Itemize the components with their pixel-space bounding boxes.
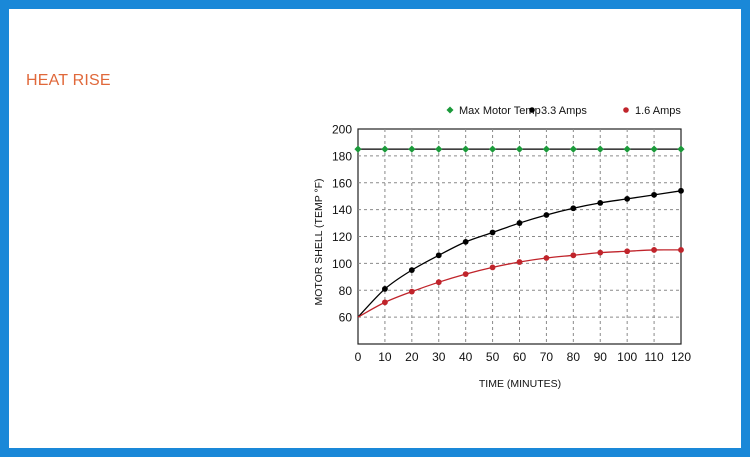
x-tick-label: 40 xyxy=(459,350,473,364)
data-point xyxy=(435,252,442,259)
x-tick-label: 0 xyxy=(355,350,362,364)
x-tick-label: 60 xyxy=(513,350,527,364)
data-point xyxy=(489,264,496,271)
y-tick-label: 60 xyxy=(339,311,353,325)
chart-legend: Max Motor Temp 3.3 Amps 1.6 Amps xyxy=(446,105,681,117)
data-point xyxy=(408,145,416,153)
legend-label: Max Motor Temp xyxy=(459,105,541,117)
data-point xyxy=(382,299,388,306)
x-tick-label: 100 xyxy=(617,350,637,364)
series-3-3-amps xyxy=(357,187,684,318)
x-tick-label: 10 xyxy=(378,350,392,364)
y-tick-label: 200 xyxy=(332,123,352,137)
legend-marker xyxy=(446,106,454,114)
series-max-motor-temp xyxy=(354,145,685,153)
x-tick-labels: 0 10 20 30 40 50 60 70 80 90 100 110 120 xyxy=(355,350,692,364)
data-point xyxy=(462,271,469,278)
data-point xyxy=(408,288,415,295)
y-tick-labels: 60 80 100 120 140 160 180 200 xyxy=(332,123,352,325)
data-point xyxy=(597,249,604,256)
legend-marker xyxy=(623,107,629,113)
legend-marker xyxy=(529,107,535,113)
data-point xyxy=(650,145,658,153)
data-point xyxy=(435,145,443,153)
data-point xyxy=(515,145,524,153)
section-title: HEAT RISE xyxy=(26,72,111,89)
data-point xyxy=(489,229,496,236)
data-point xyxy=(677,145,685,153)
data-point xyxy=(623,145,631,153)
data-point xyxy=(678,187,684,194)
y-tick-label: 160 xyxy=(332,176,352,190)
data-point xyxy=(570,252,577,259)
x-tick-label: 90 xyxy=(594,350,608,364)
data-point xyxy=(596,145,604,153)
data-point xyxy=(516,220,523,226)
data-point xyxy=(408,267,415,273)
data-point xyxy=(543,255,550,261)
data-point xyxy=(354,145,362,153)
x-axis-label: TIME (MINUTES) xyxy=(479,378,561,390)
y-axis-label: MOTOR SHELL (TEMP °F) xyxy=(313,178,325,305)
y-tick-label: 80 xyxy=(339,284,353,298)
data-point xyxy=(651,247,657,253)
data-point xyxy=(543,212,550,218)
data-point xyxy=(570,205,577,212)
plot-area xyxy=(357,128,682,345)
data-point xyxy=(381,145,389,153)
x-tick-label: 110 xyxy=(645,350,664,364)
series-1-6-amps xyxy=(357,247,684,318)
data-point xyxy=(382,286,388,292)
data-point xyxy=(435,279,442,286)
x-tick-label: 30 xyxy=(432,350,446,364)
y-tick-label: 140 xyxy=(332,203,352,217)
x-tick-label: 80 xyxy=(567,350,581,364)
data-point xyxy=(462,238,469,245)
y-tick-label: 100 xyxy=(332,257,352,271)
x-tick-label: 70 xyxy=(540,350,554,364)
data-point xyxy=(569,145,577,153)
data-point xyxy=(488,145,497,153)
x-tick-label: 120 xyxy=(671,350,691,364)
x-tick-label: 50 xyxy=(486,350,500,364)
legend-label: 1.6 Amps xyxy=(635,105,681,117)
data-point xyxy=(624,248,631,255)
y-tick-label: 120 xyxy=(332,230,352,244)
data-point xyxy=(516,259,523,265)
data-point xyxy=(678,247,684,253)
y-tick-label: 180 xyxy=(332,149,352,163)
legend-label: 3.3 Amps xyxy=(541,105,587,117)
data-point xyxy=(542,145,551,153)
data-point xyxy=(651,191,657,198)
data-point xyxy=(597,200,604,206)
x-tick-label: 20 xyxy=(405,350,419,364)
data-point xyxy=(624,195,631,202)
data-point xyxy=(462,145,470,153)
series-group xyxy=(354,145,685,318)
